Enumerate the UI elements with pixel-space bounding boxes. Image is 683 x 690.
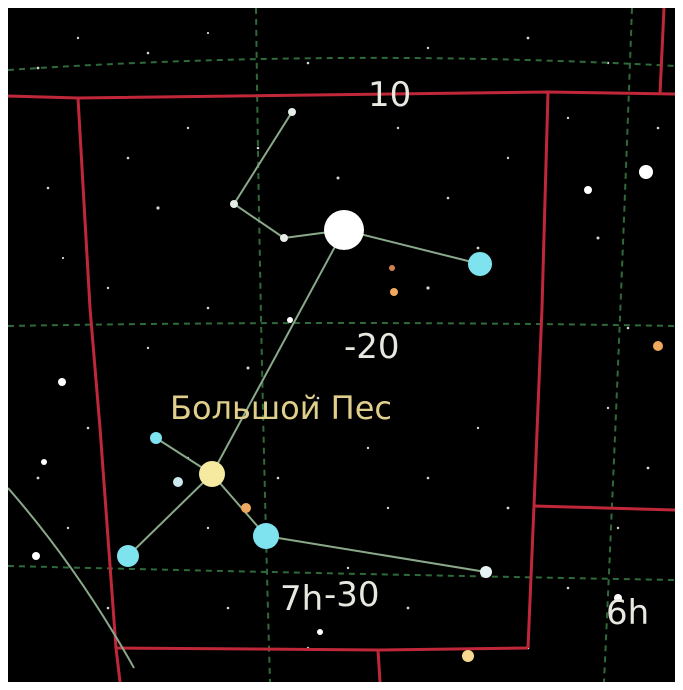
boundary-right-branch [533,504,675,512]
boundary-left [76,97,122,682]
ra-line-6h [603,8,633,682]
boundary-bottom [115,646,529,652]
star-sirius [324,210,364,250]
boundary-far-right [658,8,666,95]
ra-line-7h [255,8,271,682]
boundary-bottom-stub [376,649,382,682]
dec-line-30 [8,565,675,581]
star-mirzam [468,252,492,276]
constellation-boundaries [8,8,675,682]
coordinate-grid [8,8,675,682]
star-furud [480,566,492,578]
boundary-top [8,90,675,100]
dec-label-30: -30 [324,575,380,615]
star-6h-north [639,165,653,179]
star-wezen [199,461,225,487]
boundary-right [526,91,550,649]
dec-line-20 [8,322,675,327]
dec-label-10: 10 [368,75,412,115]
star-aludra [117,545,139,567]
dec-label-20: -20 [344,327,400,367]
constellation-name: Большой Пес [170,389,393,427]
ra-label-7h: 7h [280,579,324,619]
ra-label-6h: 6h [606,593,650,633]
sky-map-canvas [8,8,675,682]
star-adhara [253,523,279,549]
bright-stars [32,108,663,662]
sky-background: 10 -20 Большой Пес 7h -30 6h [8,8,675,682]
dec-line-10 [8,56,675,71]
